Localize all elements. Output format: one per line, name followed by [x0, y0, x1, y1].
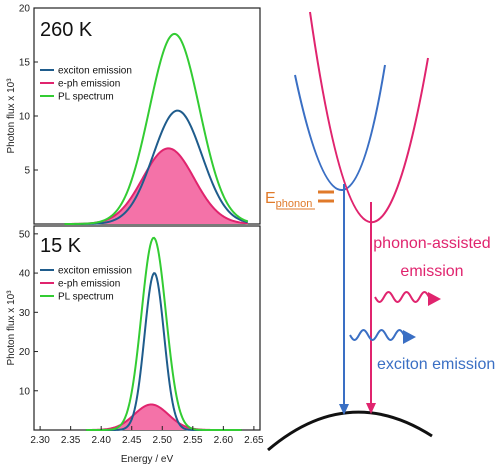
legend-15k: exciton emission e-ph emission PL spectrum [40, 266, 132, 303]
y-tick-label-0: 5 [24, 166, 30, 177]
phonon-assisted-label-line1: phonon-assisted [373, 235, 490, 252]
x-tick-label: 2.40 [91, 435, 111, 446]
exciton-wave-arrow [403, 330, 416, 344]
phonon-arrow-head [366, 403, 376, 414]
x-tick-label: 2.30 [30, 435, 50, 446]
eph-fill-area-1 [85, 404, 242, 430]
temperature-label-15k: 15 K [40, 235, 82, 257]
legend-260k: exciton emission e-ph emission PL spectrum [40, 66, 132, 103]
y-tick-label-1: 20 [19, 347, 31, 358]
temperature-label-260k: 260 K [40, 19, 93, 41]
phonon-wave [374, 290, 430, 304]
y-tick-label-1: 40 [19, 269, 31, 280]
ground-state-band [267, 410, 433, 452]
legend-entry-1-1: e-ph emission [58, 279, 120, 290]
series-line-PL-spectrum-1 [85, 236, 242, 431]
y-tick-label-0: 10 [19, 112, 31, 123]
y-tick-label-0: 15 [19, 58, 31, 69]
legend-entry-0-1: e-ph emission [58, 79, 120, 90]
x-tick-label: 2.35 [61, 435, 81, 446]
exciton-parabola [294, 64, 386, 191]
y-axis-label-260k: Photon flux x 10³ [6, 78, 17, 154]
y-axis-label-15k: Photon flux x 10³ [6, 290, 17, 366]
legend-entry-0-0: exciton emission [58, 66, 132, 77]
y-tick-label-1: 10 [19, 386, 31, 397]
exciton-wave [349, 328, 405, 342]
x-axis-label: Energy / eV [121, 454, 174, 465]
x-tick-label: 2.60 [214, 435, 234, 446]
energy-diagram: Ephonon phonon-assisted emission exciton… [265, 11, 495, 452]
y-tick-label-1: 50 [19, 229, 31, 240]
series-line-PL-spectrum-0 [64, 32, 249, 225]
panel-260k: 5 10 15 20 260 K Photon flux x 10³ exciton … [6, 4, 261, 225]
legend-entry-1-2: PL spectrum [58, 292, 114, 303]
phonon-parabola [309, 11, 429, 224]
phonon-assisted-label-line2: emission [400, 263, 463, 280]
panel-15k: 10 20 30 40 50 2.30 2.35 2.40 2.45 2.50 2.55 2.60 2… [6, 225, 264, 465]
x-tick-label: 2.65 [244, 435, 264, 446]
y-tick-label-1: 30 [19, 308, 31, 319]
x-tick-label: 2.45 [122, 435, 142, 446]
y-tick-label-0: 20 [19, 4, 31, 15]
exciton-emission-label: exciton emission [377, 356, 495, 373]
legend-entry-0-2: PL spectrum [58, 92, 114, 103]
ephonon-label: Ephonon [265, 190, 312, 210]
eph-fill-area-0 [64, 148, 248, 224]
legend-entry-1-0: exciton emission [58, 266, 132, 277]
x-tick-label: 2.55 [183, 435, 203, 446]
exciton-arrow-head [339, 404, 349, 415]
x-tick-label: 2.50 [153, 435, 173, 446]
phonon-wave-arrow [428, 292, 441, 306]
